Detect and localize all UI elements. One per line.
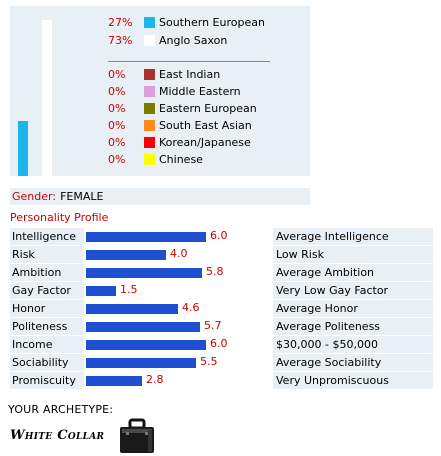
trait-description: Very Unpromiscuous <box>273 372 433 389</box>
ethnicity-swatch <box>144 34 155 46</box>
trait-name: Income <box>10 336 84 353</box>
trait-row: Ambition 5.8 Average Ambition <box>10 264 433 281</box>
trait-score: 6.0 <box>210 229 228 242</box>
ethnicity-swatch <box>144 136 155 148</box>
trait-description: Average Honor <box>273 300 433 317</box>
ethnicity-swatch <box>144 119 155 131</box>
trait-bar-cell: 4.0 <box>86 246 271 263</box>
trait-name: Ambition <box>10 264 84 281</box>
ethnicity-row: 73% Anglo Saxon <box>108 33 227 47</box>
trait-row: Politeness 5.7 Average Politeness <box>10 318 433 335</box>
trait-row: Income 6.0 $30,000 - $50,000 <box>10 336 433 353</box>
ethnicity-name: East Indian <box>159 67 221 81</box>
ethnicity-percent: 0% <box>108 101 126 115</box>
ethnicity-row: 0% East Indian <box>108 67 220 81</box>
archetype-name: White Collar <box>10 428 105 443</box>
trait-name: Sociability <box>10 354 84 371</box>
gender-row: Gender: FEMALE <box>10 188 310 205</box>
trait-score: 5.8 <box>206 265 224 278</box>
trait-bar <box>86 322 200 332</box>
trait-bar-cell: 5.8 <box>86 264 271 281</box>
trait-name: Intelligence <box>10 228 84 245</box>
trait-bar <box>86 304 178 314</box>
ethnicity-column-fill <box>18 121 28 176</box>
trait-bar-cell: 4.6 <box>86 300 271 317</box>
trait-row: Honor 4.6 Average Honor <box>10 300 433 317</box>
trait-bar-cell: 2.8 <box>86 372 271 389</box>
trait-description: Average Sociability <box>273 354 433 371</box>
ethnicity-percent: 73% <box>108 33 133 47</box>
ethnicity-percent: 0% <box>108 152 126 166</box>
trait-row: Sociability 5.5 Average Sociability <box>10 354 433 371</box>
ethnicity-swatch <box>144 16 155 28</box>
ethnicity-separator <box>108 61 270 62</box>
gender-value: FEMALE <box>60 190 104 203</box>
ethnicity-percent: 0% <box>108 118 126 132</box>
trait-bar <box>86 232 206 242</box>
ethnicity-name: Middle Eastern <box>159 84 241 98</box>
ethnicity-swatch <box>144 102 155 114</box>
trait-row: Risk 4.0 Low Risk <box>10 246 433 263</box>
ethnicity-percent: 0% <box>108 67 126 81</box>
trait-bar <box>86 286 116 296</box>
ethnicity-row: 0% Korean/Japanese <box>108 135 251 149</box>
ethnicity-name: Chinese <box>159 152 203 166</box>
trait-description: Very Low Gay Factor <box>273 282 433 299</box>
trait-row: Promiscuity 2.8 Very Unpromiscuous <box>10 372 433 389</box>
trait-name: Honor <box>10 300 84 317</box>
ethnicity-row: 0% Eastern European <box>108 101 257 115</box>
trait-score: 4.0 <box>170 247 188 260</box>
trait-score: 2.8 <box>146 373 164 386</box>
trait-score: 1.5 <box>120 283 138 296</box>
trait-description: Low Risk <box>273 246 433 263</box>
ethnicity-name: Southern European <box>159 15 265 29</box>
ethnicity-panel: 27% Southern European 73% Anglo Saxon 0% East… <box>10 6 310 176</box>
trait-description: Average Intelligence <box>273 228 433 245</box>
personality-profile-title: Personality Profile <box>10 211 109 224</box>
ethnicity-swatch <box>144 85 155 97</box>
trait-bar-cell: 5.5 <box>86 354 271 371</box>
trait-name: Promiscuity <box>10 372 84 389</box>
trait-score: 6.0 <box>210 337 228 350</box>
trait-score: 5.5 <box>200 355 218 368</box>
trait-description: Average Ambition <box>273 264 433 281</box>
gender-label: Gender: <box>12 190 57 203</box>
trait-score: 5.7 <box>204 319 222 332</box>
trait-bar <box>86 268 202 278</box>
trait-name: Politeness <box>10 318 84 335</box>
ethnicity-row: 0% Chinese <box>108 152 203 166</box>
trait-description: $30,000 - $50,000 <box>273 336 433 353</box>
trait-name: Gay Factor <box>10 282 84 299</box>
trait-bar <box>86 358 196 368</box>
trait-name: Risk <box>10 246 84 263</box>
ethnicity-swatch <box>144 153 155 165</box>
briefcase-icon <box>120 418 154 453</box>
trait-bar-cell: 1.5 <box>86 282 271 299</box>
trait-bar <box>86 250 166 260</box>
ethnicity-column-bar <box>42 20 52 176</box>
trait-bar <box>86 340 206 350</box>
ethnicity-row: 0% Middle Eastern <box>108 84 241 98</box>
archetype-label: YOUR ARCHETYPE: <box>8 403 114 416</box>
ethnicity-row: 0% South East Asian <box>108 118 252 132</box>
trait-row: Gay Factor 1.5 Very Low Gay Factor <box>10 282 433 299</box>
ethnicity-name: South East Asian <box>159 118 252 132</box>
ethnicity-swatch <box>144 68 155 80</box>
trait-bar <box>86 376 142 386</box>
trait-description: Average Politeness <box>273 318 433 335</box>
trait-bar-cell: 6.0 <box>86 336 271 353</box>
ethnicity-name: Korean/Japanese <box>159 135 251 149</box>
trait-bar-cell: 5.7 <box>86 318 271 335</box>
ethnicity-name: Anglo Saxon <box>159 33 228 47</box>
ethnicity-percent: 0% <box>108 135 126 149</box>
ethnicity-row: 27% Southern European <box>108 15 265 29</box>
trait-score: 4.6 <box>182 301 200 314</box>
trait-row: Intelligence 6.0 Average Intelligence <box>10 228 433 245</box>
ethnicity-name: Eastern European <box>159 101 257 115</box>
ethnicity-percent: 27% <box>108 15 133 29</box>
trait-bar-cell: 6.0 <box>86 228 271 245</box>
ethnicity-percent: 0% <box>108 84 126 98</box>
